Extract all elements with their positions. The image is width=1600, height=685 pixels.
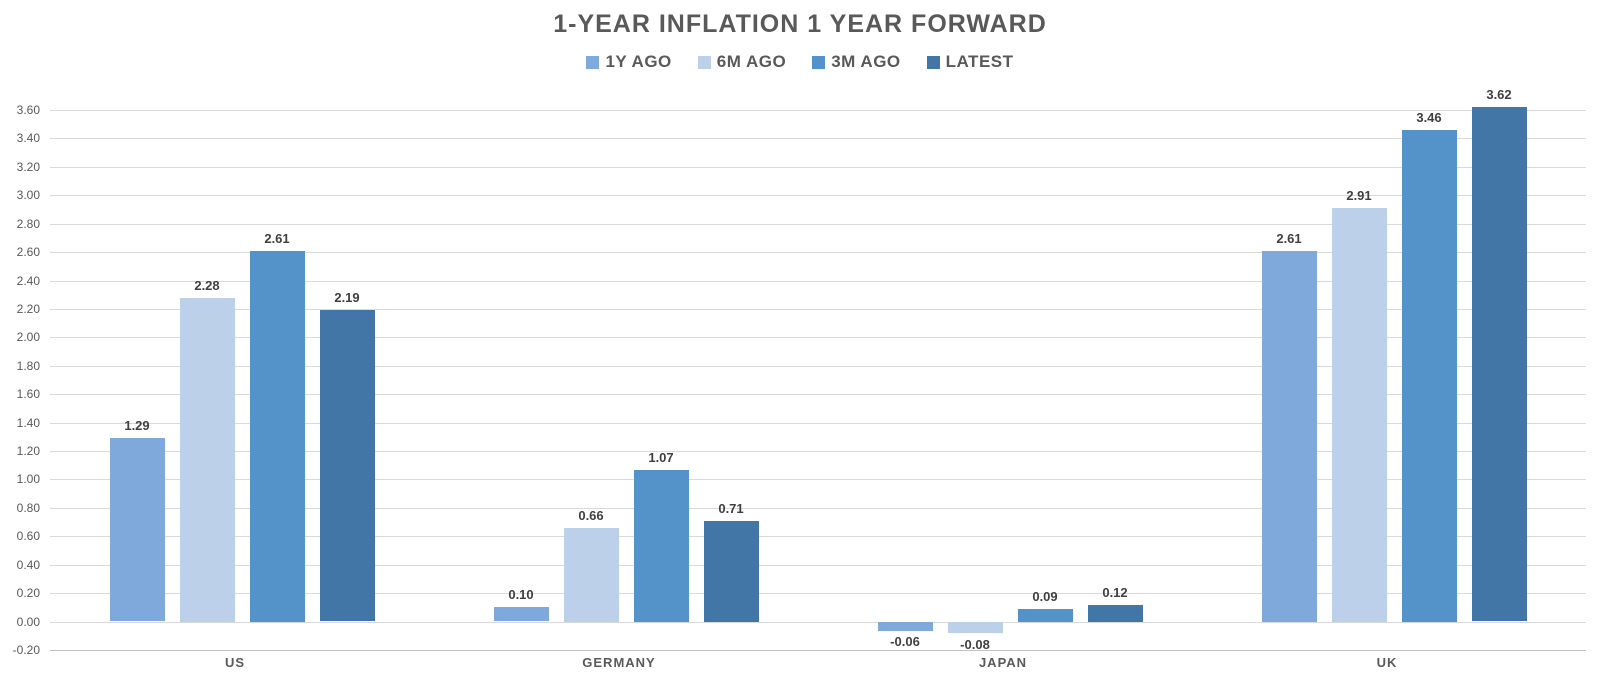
bar-value-label: 2.28 xyxy=(194,278,220,293)
bar-value-label: 1.07 xyxy=(648,450,674,465)
bar-uk-latest xyxy=(1472,107,1527,621)
y-axis-tick-label: 3.40 xyxy=(16,131,40,145)
gridline xyxy=(50,650,1586,651)
bar-value-label: 3.62 xyxy=(1486,87,1512,102)
gridline xyxy=(50,252,1586,253)
bar-value-label: 2.61 xyxy=(264,231,290,246)
bar-germany-latest xyxy=(704,521,759,622)
y-axis-tick-label: -0.20 xyxy=(12,643,40,657)
chart-legend: 1Y AGO 6M AGO 3M AGO LATEST xyxy=(0,52,1600,72)
gridline xyxy=(50,394,1586,395)
gridline xyxy=(50,423,1586,424)
y-axis-tick-label: 3.00 xyxy=(16,188,40,202)
gridline xyxy=(50,536,1586,537)
y-axis-tick-label: 2.60 xyxy=(16,245,40,259)
bar-germany-3m-ago xyxy=(634,470,689,622)
gridline xyxy=(50,508,1586,509)
y-axis-tick-label: 1.00 xyxy=(16,472,40,486)
gridline xyxy=(50,110,1586,111)
y-axis-tick-label: 1.20 xyxy=(16,444,40,458)
bar-value-label: 0.12 xyxy=(1102,585,1128,600)
gridline xyxy=(50,451,1586,452)
bar-uk-1y-ago xyxy=(1262,251,1317,622)
y-axis-tick-label: 0.60 xyxy=(16,529,40,543)
y-axis-tick-label: 0.40 xyxy=(16,558,40,572)
y-axis-tick-label: 1.80 xyxy=(16,359,40,373)
legend-swatch xyxy=(926,55,940,69)
legend-item-1y-ago: 1Y AGO xyxy=(586,52,671,72)
y-axis-tick-label: 1.60 xyxy=(16,387,40,401)
legend-label: 3M AGO xyxy=(831,52,901,71)
bar-us-latest xyxy=(320,310,375,621)
category-label-japan: JAPAN xyxy=(978,655,1028,670)
bar-japan-1y-ago xyxy=(878,622,933,631)
y-axis-tick-label: 0.00 xyxy=(16,615,40,629)
gridline xyxy=(50,309,1586,310)
y-axis-tick-label: 0.20 xyxy=(16,586,40,600)
gridline xyxy=(50,622,1586,623)
gridline xyxy=(50,479,1586,480)
bar-value-label: 0.10 xyxy=(508,587,534,602)
bar-value-label: -0.06 xyxy=(890,634,920,649)
bar-us-3m-ago xyxy=(250,251,305,622)
legend-label: LATEST xyxy=(945,52,1014,71)
gridline xyxy=(50,138,1586,139)
chart-title: 1-YEAR INFLATION 1 YEAR FORWARD xyxy=(553,10,1047,38)
y-axis-tick-label: 3.60 xyxy=(16,103,40,117)
bar-japan-3m-ago xyxy=(1018,609,1073,622)
category-label-germany: GERMANY xyxy=(582,655,656,670)
y-axis-tick-label: 2.40 xyxy=(16,274,40,288)
gridline xyxy=(50,195,1586,196)
gridline xyxy=(50,167,1586,168)
legend-label: 6M AGO xyxy=(716,52,787,71)
legend-item-6m-ago: 6M AGO xyxy=(697,52,787,72)
bar-value-label: 2.61 xyxy=(1276,231,1302,246)
y-axis-tick-label: 2.80 xyxy=(16,217,40,231)
y-axis-tick-label: 2.00 xyxy=(16,330,40,344)
bar-value-label: 0.66 xyxy=(578,508,604,523)
gridline xyxy=(50,366,1586,367)
bar-us-1y-ago xyxy=(110,438,165,621)
gridline xyxy=(50,337,1586,338)
bar-value-label: 0.09 xyxy=(1032,589,1058,604)
bar-value-label: 0.71 xyxy=(718,501,744,516)
bar-us-6m-ago xyxy=(180,298,235,622)
bar-value-label: 2.91 xyxy=(1346,188,1372,203)
legend-swatch xyxy=(697,55,711,69)
bar-germany-6m-ago xyxy=(564,528,619,622)
bar-value-label: 1.29 xyxy=(124,418,150,433)
bar-uk-6m-ago xyxy=(1332,208,1387,622)
gridline xyxy=(50,281,1586,282)
category-label-uk: UK xyxy=(1376,655,1398,670)
gridline xyxy=(50,224,1586,225)
legend-swatch xyxy=(812,55,826,69)
y-axis-tick-label: 2.20 xyxy=(16,302,40,316)
gridline xyxy=(50,565,1586,566)
bar-value-label: 2.19 xyxy=(334,290,360,305)
legend-item-latest: LATEST xyxy=(926,52,1014,72)
gridline xyxy=(50,593,1586,594)
y-axis-tick-label: 3.20 xyxy=(16,160,40,174)
bar-uk-3m-ago xyxy=(1402,130,1457,622)
bar-value-label: -0.08 xyxy=(960,637,990,652)
bar-japan-latest xyxy=(1088,605,1143,622)
y-axis-tick-label: 1.40 xyxy=(16,416,40,430)
legend-swatch xyxy=(586,55,600,69)
y-axis-tick-label: 0.80 xyxy=(16,501,40,515)
legend-label: 1Y AGO xyxy=(605,52,672,71)
bar-value-label: 3.46 xyxy=(1416,110,1442,125)
legend-item-3m-ago: 3M AGO xyxy=(812,52,900,72)
bar-japan-6m-ago xyxy=(948,622,1003,633)
bar-germany-1y-ago xyxy=(494,607,549,621)
category-label-us: US xyxy=(224,655,246,670)
